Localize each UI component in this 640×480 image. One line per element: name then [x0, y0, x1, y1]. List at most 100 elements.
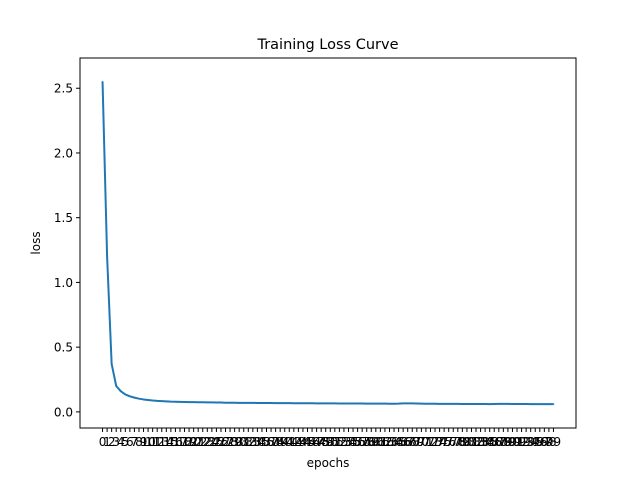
x-tick-label: 1	[103, 435, 111, 449]
loss-data-point	[484, 403, 486, 405]
y-tick-label: 0.0	[54, 405, 73, 419]
x-tick-label: 10	[140, 435, 155, 449]
x-tick-label: 14	[159, 435, 174, 449]
loss-data-point	[525, 403, 527, 405]
x-tick-label: 86	[487, 435, 502, 449]
x-tick-label: 85	[482, 435, 497, 449]
loss-data-point	[493, 403, 496, 405]
loss-data-point	[375, 402, 377, 405]
loss-data-point	[170, 400, 172, 403]
loss-data-point	[133, 396, 136, 399]
x-tick-label: 61	[373, 435, 388, 449]
y-tick-label: 0.5	[54, 341, 73, 355]
loss-data-point	[256, 402, 259, 404]
x-tick-label: 51	[327, 435, 342, 449]
loss-data-point	[434, 402, 436, 405]
x-tick-label: 65	[391, 435, 406, 449]
loss-data-point	[279, 402, 281, 404]
y-axis-label: loss	[29, 231, 43, 254]
loss-data-point	[370, 402, 373, 405]
loss-data-point	[224, 401, 227, 404]
x-tick-label: 92	[514, 435, 529, 449]
loss-data-point	[497, 403, 500, 405]
chart-title: Training Loss Curve	[256, 37, 398, 53]
loss-data-point	[320, 402, 322, 405]
loss-data-point	[183, 401, 186, 403]
x-tick-label: 23	[200, 435, 215, 449]
x-tick-label: 84	[477, 435, 492, 449]
x-tick-label: 42	[286, 435, 301, 449]
x-tick-label: 41	[282, 435, 297, 449]
loss-data-point	[302, 402, 304, 405]
loss-data-point	[466, 403, 468, 405]
x-tick-label: 3	[112, 435, 120, 449]
loss-data-point	[283, 402, 286, 404]
loss-data-point	[252, 402, 254, 404]
x-tick-label: 34	[250, 435, 265, 449]
loss-data-point	[347, 402, 350, 405]
x-tick-label: 24	[204, 435, 219, 449]
loss-data-point	[552, 403, 555, 405]
loss-data-point	[352, 402, 354, 405]
loss-data-point	[261, 402, 263, 404]
loss-data-point	[288, 402, 291, 404]
x-tick-label: 87	[491, 435, 506, 449]
x-tick-label: 44	[295, 435, 310, 449]
loss-data-point	[406, 402, 409, 405]
loss-data-point	[211, 401, 213, 404]
y-tick-label: 1.5	[54, 211, 73, 225]
x-tick-label: 0	[99, 435, 107, 449]
x-tick-label: 9	[140, 435, 148, 449]
loss-data-point	[110, 363, 113, 365]
loss-data-point	[201, 401, 204, 404]
x-tick-label: 89	[500, 435, 515, 449]
loss-data-point	[388, 402, 391, 405]
x-tick-label: 56	[350, 435, 365, 449]
loss-data-point	[215, 401, 218, 404]
x-tick-label: 59	[364, 435, 379, 449]
loss-data-point	[119, 390, 122, 392]
loss-data-point	[438, 403, 441, 405]
x-tick-label: 54	[341, 435, 356, 449]
x-tick-label: 88	[496, 435, 511, 449]
x-tick-label: 19	[181, 435, 196, 449]
x-tick-label: 75	[437, 435, 452, 449]
loss-data-point	[124, 393, 127, 396]
x-tick-label: 48	[314, 435, 329, 449]
x-tick-label: 97	[537, 435, 552, 449]
x-tick-label: 26	[213, 435, 228, 449]
x-tick-label: 78	[450, 435, 465, 449]
loss-data-point	[452, 403, 455, 405]
loss-data-point	[507, 403, 509, 405]
loss-data-point	[416, 402, 418, 405]
x-tick-label: 90	[505, 435, 520, 449]
loss-data-point	[188, 401, 190, 403]
x-tick-label: 72	[423, 435, 438, 449]
x-tick-label: 16	[168, 435, 183, 449]
x-tick-label: 20	[186, 435, 201, 449]
x-tick-label: 79	[455, 435, 470, 449]
loss-data-point	[179, 401, 181, 403]
loss-data-point	[538, 403, 541, 405]
loss-data-point	[488, 403, 491, 405]
y-tick-label: 1.0	[54, 276, 73, 290]
loss-data-point	[147, 399, 149, 401]
x-tick-label: 46	[304, 435, 319, 449]
x-axis-ticks: 0123456789101112131415161718192021222324…	[99, 428, 561, 449]
loss-data-point	[270, 402, 272, 404]
x-tick-label: 94	[523, 435, 538, 449]
loss-data-point	[343, 402, 345, 405]
x-tick-label: 13	[154, 435, 169, 449]
loss-data-point	[242, 402, 245, 404]
x-tick-label: 81	[464, 435, 479, 449]
x-tick-label: 25	[209, 435, 224, 449]
axes-frame	[79, 57, 577, 429]
loss-data-point	[160, 400, 163, 402]
loss-data-point	[220, 401, 222, 404]
x-tick-label: 66	[396, 435, 411, 449]
x-tick-label: 68	[405, 435, 420, 449]
loss-data-point	[511, 403, 514, 405]
y-tick-label: 2.5	[54, 82, 73, 96]
loss-data-point	[479, 403, 482, 405]
